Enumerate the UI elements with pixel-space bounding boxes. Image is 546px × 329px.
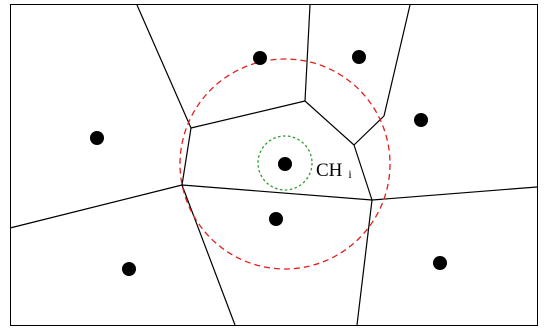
- edge: [181, 184, 236, 326]
- cluster-head-label-subscript: i: [348, 167, 352, 181]
- edge: [304, 100, 355, 146]
- cluster-head-node: [278, 157, 292, 171]
- outer-range-circle: [179, 58, 391, 270]
- edge: [383, 4, 411, 117]
- edge: [353, 115, 385, 146]
- edge: [181, 127, 192, 186]
- edge: [9, 184, 183, 229]
- nodes: [90, 50, 447, 276]
- edge: [136, 4, 192, 129]
- diagram-border: [10, 4, 538, 326]
- node: [122, 262, 136, 276]
- cluster-head-label: CH i: [316, 160, 352, 181]
- edge: [304, 4, 311, 102]
- node: [352, 50, 366, 64]
- node: [253, 51, 267, 65]
- edge: [353, 144, 373, 201]
- edge: [371, 186, 538, 201]
- voronoi-edges: [9, 4, 538, 326]
- node: [90, 131, 104, 145]
- cluster-head-label-main: CH: [316, 160, 343, 181]
- node: [433, 256, 447, 270]
- edge: [190, 100, 306, 129]
- node: [269, 212, 283, 226]
- edge: [181, 184, 373, 201]
- edge: [356, 199, 373, 326]
- node: [414, 113, 428, 127]
- inner-range-circle: [257, 135, 313, 191]
